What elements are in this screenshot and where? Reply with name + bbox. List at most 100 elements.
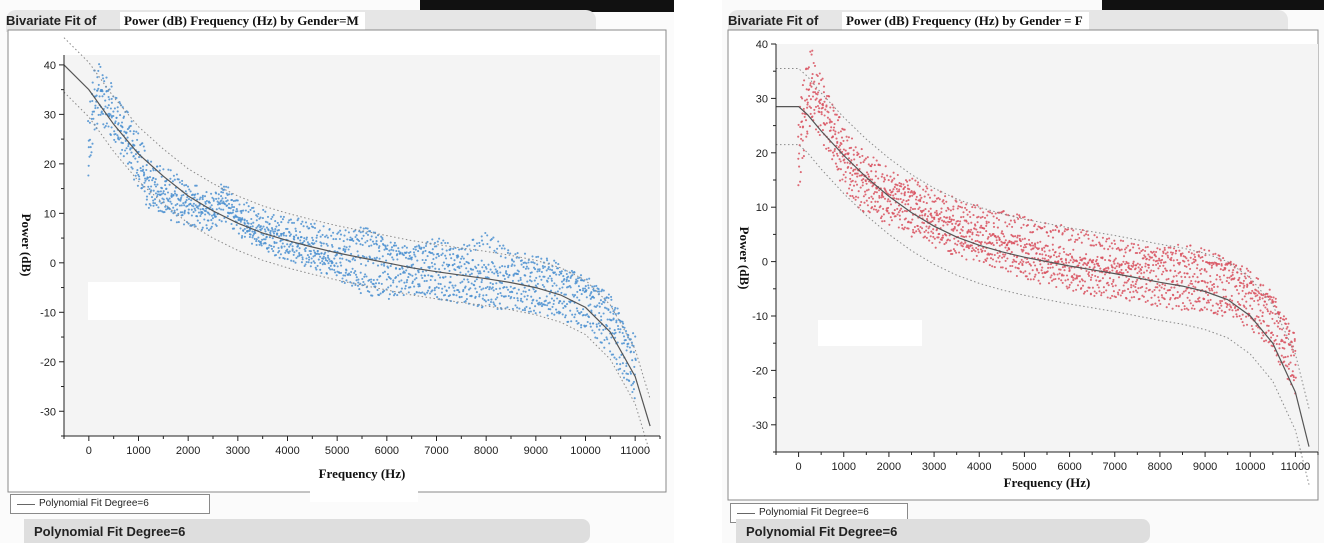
scatter-point (1057, 260, 1060, 263)
scatter-point (298, 252, 301, 255)
scatter-point (330, 243, 334, 247)
scatter-point (1181, 302, 1185, 305)
scatter-point (1162, 261, 1165, 264)
scatter-point (156, 193, 159, 196)
scatter-point (449, 275, 452, 278)
scatter-point (113, 107, 116, 110)
scatter-point (462, 257, 465, 260)
scatter-point (890, 219, 893, 222)
scatter-point (503, 265, 506, 268)
scatter-point (1170, 259, 1173, 262)
scatter-point (305, 257, 308, 260)
scatter-point (266, 215, 270, 218)
scatter-point (612, 317, 615, 320)
scatter-point (816, 104, 820, 108)
scatter-point (917, 199, 920, 202)
scatter-point (910, 235, 913, 238)
scatter-point (537, 268, 540, 271)
scatter-point (1266, 308, 1269, 311)
scatter-point (341, 277, 344, 280)
x-tick-label: 8000 (1148, 461, 1172, 473)
scatter-point (121, 125, 124, 128)
scatter-point (919, 209, 922, 212)
scatter-point (1072, 261, 1075, 264)
scatter-point (459, 281, 462, 284)
scatter-point (1019, 261, 1022, 264)
scatter-point (413, 278, 416, 281)
scatter-point (1032, 244, 1035, 247)
scatter-point (143, 181, 146, 184)
scatter-point (1123, 289, 1126, 292)
scatter-point (811, 95, 815, 98)
scatter-point (1038, 253, 1041, 256)
scatter-point (152, 199, 155, 202)
scatter-point (235, 215, 238, 218)
scatter-point (970, 244, 973, 247)
scatter-point (1202, 298, 1205, 301)
scatter-point (1196, 263, 1199, 266)
scatter-point (489, 281, 492, 285)
scatter-point (289, 218, 292, 221)
scatter-point (1138, 275, 1141, 278)
scatter-point (961, 225, 964, 229)
scatter-point (968, 235, 971, 238)
scatter-point (1061, 266, 1064, 269)
scatter-point (282, 215, 285, 218)
scatter-point (1156, 259, 1159, 262)
scatter-point (360, 237, 364, 240)
scatter-point (482, 294, 485, 297)
scatter-point (1214, 252, 1217, 255)
scatter-point (905, 200, 908, 203)
scatter-point (494, 304, 497, 307)
scatter-point (821, 77, 824, 80)
scatter-point (1207, 299, 1210, 302)
scatter-point (1085, 264, 1089, 267)
scatter-point (1150, 269, 1153, 272)
scatter-point (850, 167, 853, 170)
scatter-point (1034, 245, 1037, 248)
scatter-point (448, 253, 452, 256)
x-tick-label: 9000 (524, 445, 548, 457)
scatter-point (1072, 258, 1075, 261)
scatter-point (870, 195, 873, 198)
scatter-point (1255, 315, 1258, 318)
scatter-point (819, 98, 823, 101)
scatter-point (1256, 294, 1259, 297)
scatter-point (477, 303, 480, 306)
polynomial-fit-outline-header[interactable]: Polynomial Fit Degree=6 (24, 519, 590, 543)
scatter-point (313, 222, 316, 225)
scatter-point (1087, 274, 1091, 277)
scatter-point (979, 231, 982, 234)
scatter-point (1172, 264, 1175, 267)
scatter-point (569, 309, 572, 312)
polynomial-fit-outline-header[interactable]: Polynomial Fit Degree=6 (736, 519, 1150, 543)
scatter-point (598, 324, 602, 327)
scatter-point (1255, 324, 1258, 327)
scatter-point (1197, 254, 1200, 257)
scatter-point (586, 320, 589, 324)
scatter-point (201, 226, 204, 229)
scatter-point (453, 289, 456, 292)
scatter-point (1032, 247, 1035, 250)
scatter-point (560, 270, 563, 273)
scatter-point (1145, 283, 1148, 286)
scatter-point (861, 184, 864, 187)
scatter-point (155, 204, 158, 207)
scatter-point (576, 279, 579, 283)
scatter-point (1019, 244, 1022, 248)
scatter-point (1245, 300, 1248, 303)
scatter-point (979, 207, 982, 210)
scatter-point (1273, 322, 1276, 325)
scatter-point (1267, 329, 1270, 332)
scatter-point (972, 258, 975, 261)
scatter-point (809, 112, 812, 115)
scatter-point (1003, 241, 1006, 244)
scatter-point (1099, 243, 1102, 246)
scatter-point (1154, 286, 1157, 289)
scatter-point (232, 209, 235, 212)
scatter-point (143, 149, 146, 152)
scatter-point (809, 50, 812, 53)
scatter-point (342, 247, 345, 250)
scatter-point (501, 265, 504, 268)
scatter-point (1194, 286, 1197, 289)
